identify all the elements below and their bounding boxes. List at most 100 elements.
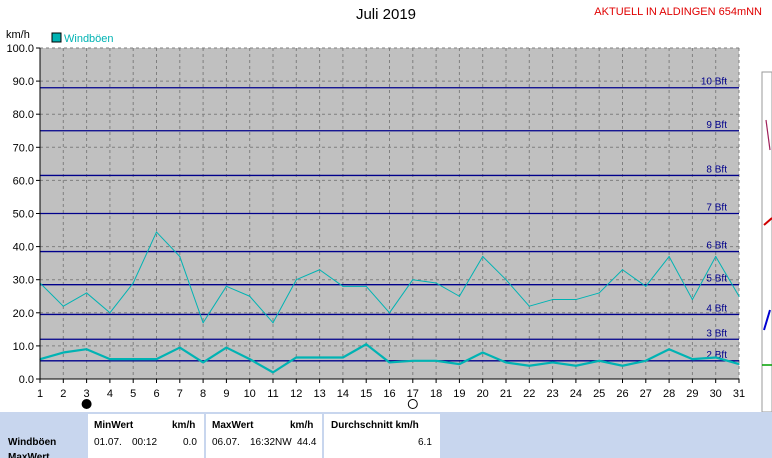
data-point <box>225 346 227 349</box>
data-point <box>435 360 437 362</box>
data-point <box>528 305 530 307</box>
data-point <box>388 361 391 364</box>
min-block <box>88 414 204 458</box>
beaufort-label: 9 Bft <box>706 120 727 131</box>
data-point <box>435 282 437 284</box>
data-point <box>86 348 88 350</box>
data-point <box>179 255 181 258</box>
beaufort-label: 10 Bft <box>701 77 727 88</box>
grid <box>39 47 740 380</box>
max-block <box>206 414 322 458</box>
x-tick-label: 9 <box>223 388 229 400</box>
x-tick-label: 31 <box>733 388 745 400</box>
y-tick-label: 20.0 <box>13 308 34 320</box>
data-point <box>62 351 64 354</box>
data-point <box>319 269 321 271</box>
data-point <box>668 348 670 350</box>
min-unit: km/h <box>172 420 196 431</box>
side-trace-2 <box>763 217 772 226</box>
max-header: MaxWert <box>212 420 254 431</box>
max-unit: km/h <box>290 420 314 431</box>
data-point <box>738 295 740 297</box>
x-tick-label: 18 <box>430 388 442 400</box>
x-tick-label: 12 <box>290 388 302 400</box>
data-point <box>621 365 624 367</box>
x-tick-label: 30 <box>710 388 722 400</box>
data-point <box>365 343 367 345</box>
x-tick-label: 17 <box>407 388 419 400</box>
data-point <box>528 365 530 367</box>
beaufort-lines: 2 Bft 3 Bft 4 Bft 5 Bft 6 Bft 7 Bft 8 Bft 9 Bft… <box>40 77 739 362</box>
data-point <box>715 356 717 359</box>
beaufort-label: 8 Bft <box>706 164 727 175</box>
x-tick-label: 4 <box>107 388 113 400</box>
data-point <box>295 279 297 281</box>
series-layer <box>39 231 740 374</box>
y-tick-label: 90.0 <box>13 76 34 88</box>
beaufort-label: 4 Bft <box>706 303 727 314</box>
side-trace-3 <box>763 309 771 331</box>
full-moon-icon <box>407 399 418 409</box>
beaufort-label: 6 Bft <box>706 241 727 252</box>
max-value: 44.4 <box>297 437 317 448</box>
x-tick-label: 6 <box>153 388 159 400</box>
data-point <box>715 255 717 258</box>
data-point <box>132 358 134 360</box>
data-point <box>645 360 647 362</box>
station-label: AKTUELL IN ALDINGEN 654mNN <box>594 6 762 18</box>
x-tick-label: 8 <box>200 388 206 400</box>
data-point <box>575 365 577 367</box>
x-tick-label: 7 <box>177 388 183 400</box>
x-tick-label: 24 <box>570 388 582 400</box>
x-tick-label: 1 <box>37 388 43 400</box>
x-tick-label: 5 <box>130 388 136 400</box>
x-tick-label: 25 <box>593 388 605 400</box>
x-tick-label: 21 <box>500 388 512 400</box>
data-point <box>645 285 647 287</box>
data-point <box>691 298 694 301</box>
beaufort-label: 3 Bft <box>706 328 727 339</box>
data-point <box>86 292 88 294</box>
side-trace-1 <box>765 119 771 151</box>
x-tick-label: 20 <box>477 388 489 400</box>
data-point <box>412 360 414 362</box>
avg-block <box>324 414 440 458</box>
min-time: 00:12 <box>132 437 158 448</box>
x-tick-label: 16 <box>383 388 395 400</box>
data-point <box>202 322 204 324</box>
x-tick-label: 27 <box>640 388 652 400</box>
row-label: Windböen <box>8 437 57 448</box>
data-point <box>62 305 64 307</box>
data-point <box>249 295 251 297</box>
data-point <box>109 358 111 360</box>
data-point <box>179 346 181 349</box>
legend-label: Windböen <box>64 33 114 45</box>
data-point <box>155 231 158 233</box>
max-date: 06.07. <box>212 437 240 448</box>
x-tick-label: 3 <box>84 388 90 400</box>
legend-swatch <box>51 32 62 43</box>
data-point <box>342 285 344 287</box>
data-point <box>202 361 204 364</box>
x-tick-label: 28 <box>663 388 675 400</box>
y-tick-label: 50.0 <box>13 209 34 221</box>
beaufort-label: 7 Bft <box>706 203 727 214</box>
data-point <box>272 322 274 324</box>
y-tick-label: 60.0 <box>13 175 34 187</box>
data-point <box>738 363 740 365</box>
max-time: 16:32NW <box>250 437 292 448</box>
data-point <box>482 255 484 258</box>
beaufort-label: 2 Bft <box>706 350 727 361</box>
data-point <box>132 282 134 284</box>
data-point <box>412 279 414 281</box>
y-tick-label: 0.0 <box>19 374 34 386</box>
min-value: 0.0 <box>183 437 197 448</box>
x-tick-label: 10 <box>244 388 256 400</box>
data-point <box>482 351 484 354</box>
avg-value: 6.1 <box>418 437 432 448</box>
stats-panel: MinWert km/h 01.07. 00:12 0.0 MaxWert km… <box>0 412 772 458</box>
data-point <box>225 285 227 287</box>
data-point <box>575 298 577 301</box>
chart-title: Juli 2019 <box>355 6 417 23</box>
